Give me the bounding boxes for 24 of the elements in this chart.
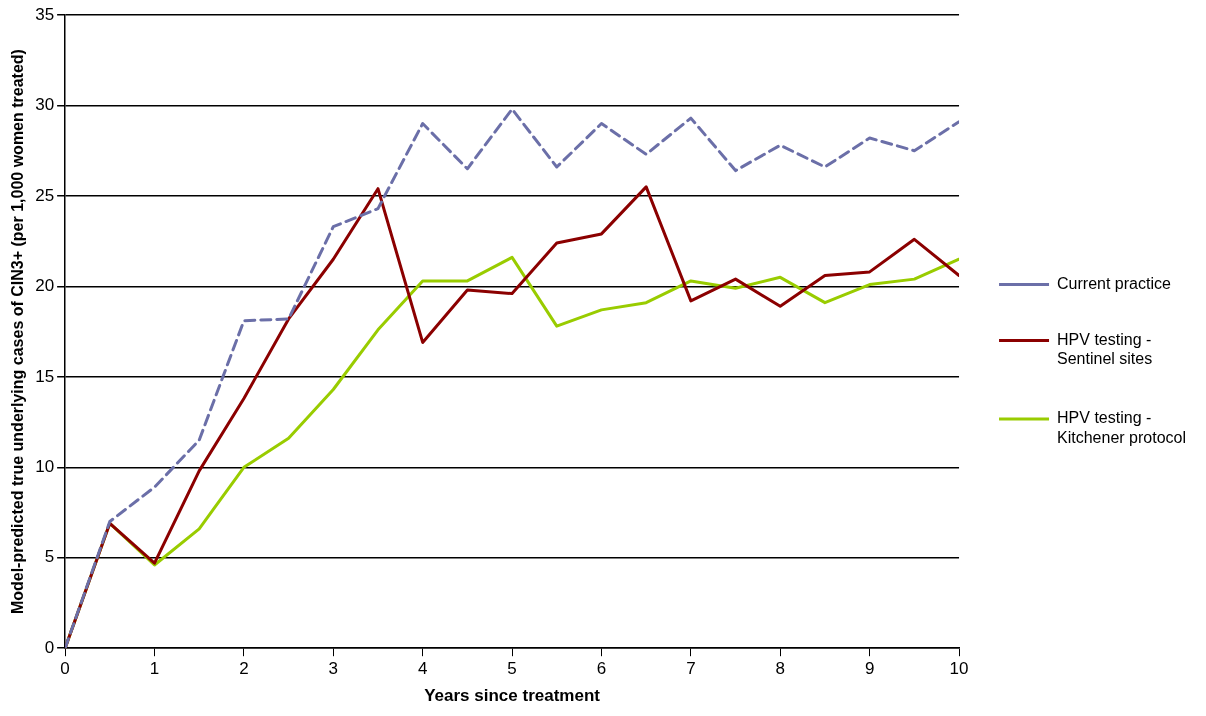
x-tick-label: 5 (507, 659, 517, 679)
y-tick-label: 25 (35, 185, 55, 205)
legend-label: Current practice (1057, 275, 1171, 293)
x-tick-label: 0 (60, 659, 70, 679)
y-tick-label: 20 (35, 276, 55, 296)
x-tick-label: 6 (596, 659, 607, 679)
x-tick-label: 1 (149, 659, 160, 679)
x-tick-label: 8 (775, 659, 785, 679)
x-axis-title: Years since treatment (424, 686, 601, 706)
x-tick-label: 9 (864, 659, 875, 679)
y-tick-label: 10 (35, 456, 55, 476)
x-tick-label: 2 (239, 659, 249, 679)
y-tick-label: 30 (35, 95, 55, 115)
y-tick-label: 35 (35, 4, 55, 24)
y-tick-label: 15 (35, 366, 55, 386)
y-axis-title: Model-predicted true underlying cases of CIN3+ (per 1,000 women treated) (9, 49, 27, 615)
y-tick-label: 0 (44, 637, 55, 657)
y-tick-label: 5 (44, 547, 55, 567)
x-tick-label: 3 (328, 659, 339, 679)
legend-label: HPV testing - Kitchener protocol (1057, 409, 1187, 446)
x-tick-label: 4 (417, 659, 428, 679)
legend-label: HPV testing - Sentinel sites (1057, 331, 1153, 368)
x-tick-label: 7 (686, 659, 696, 679)
x-tick-label: 10 (949, 659, 969, 679)
